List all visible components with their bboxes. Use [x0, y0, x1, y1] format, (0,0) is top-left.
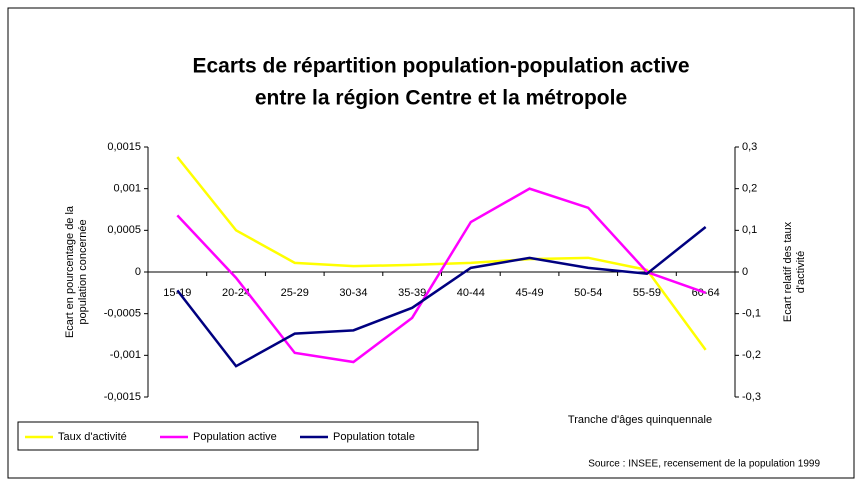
- legend-label: Population totale: [333, 431, 415, 443]
- y-axis-label: population concernée: [77, 219, 89, 324]
- x-tick-label: 25-29: [281, 287, 309, 299]
- x-tick-label: 35-39: [398, 287, 426, 299]
- y-tick-label: -0,0005: [104, 308, 141, 320]
- legend-label: Taux d'activité: [58, 431, 127, 443]
- x-tick-label: 30-34: [339, 287, 367, 299]
- x-axis-label: Tranche d'âges quinquennale: [568, 414, 712, 426]
- x-tick-label: 50-54: [574, 287, 602, 299]
- x-tick-label: 55-59: [633, 287, 661, 299]
- chart-title: entre la région Centre et la métropole: [255, 87, 627, 110]
- legend-box: [17, 421, 479, 451]
- y2-tick-label: 0,1: [742, 224, 757, 236]
- chart-frame: [7, 7, 855, 479]
- y2-tick-label: -0,1: [742, 308, 761, 320]
- x-tick-label: 45-49: [515, 287, 543, 299]
- y2-tick-label: 0,3: [742, 141, 757, 153]
- x-tick-label: 15-19: [163, 287, 191, 299]
- x-tick-label: 40-44: [457, 287, 485, 299]
- y2-axis-label: d'activité: [795, 251, 807, 293]
- y2-tick-label: 0,2: [742, 183, 757, 195]
- y2-tick-label: 0: [742, 266, 748, 278]
- x-tick-label: 20-24: [222, 287, 250, 299]
- y-tick-label: 0,0005: [107, 224, 141, 236]
- y2-axis-label: Ecart relatif des taux: [782, 221, 794, 322]
- series-line: [176, 226, 707, 368]
- y2-tick-label: -0,2: [742, 349, 761, 361]
- chart-title: Ecarts de répartition population-populat…: [192, 55, 689, 78]
- series-line: [176, 187, 707, 364]
- y-tick-label: -0,001: [110, 349, 141, 361]
- series-line: [176, 156, 707, 351]
- y2-tick-label: -0,3: [742, 391, 761, 403]
- y-tick-label: -0,0015: [104, 391, 141, 403]
- y-tick-label: 0,001: [113, 183, 141, 195]
- legend-label: Population active: [193, 431, 277, 443]
- y-tick-label: 0,0015: [107, 141, 141, 153]
- y-axis-label: Ecart en pourcentage de la: [64, 205, 76, 338]
- y-tick-label: 0: [135, 266, 141, 278]
- source: Source : INSEE, recensement de la popula…: [588, 459, 820, 470]
